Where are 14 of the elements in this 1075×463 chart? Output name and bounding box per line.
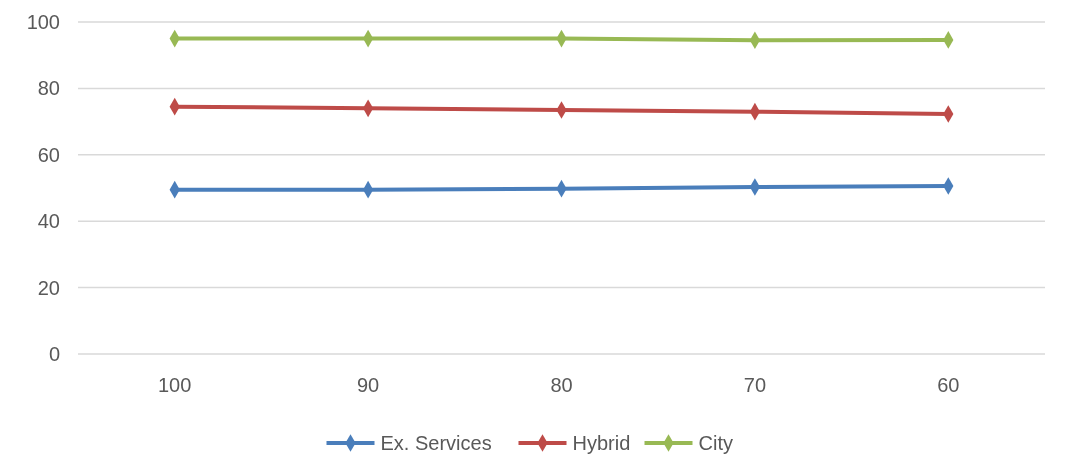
x-tick-label: 70: [743, 374, 767, 396]
y-tick-label: 20: [37, 276, 60, 299]
y-tick-label: 60: [37, 143, 60, 166]
y-tick-label: 40: [37, 210, 60, 233]
y-tick-label: 80: [37, 77, 60, 100]
legend-label: Hybrid: [572, 432, 631, 454]
legend-label: City: [698, 432, 733, 454]
x-tick-label: 100: [158, 374, 192, 396]
y-tick-label: 0: [48, 343, 60, 365]
y-tick-label: 100: [26, 11, 60, 33]
x-tick-label: 60: [937, 374, 960, 396]
x-tick-label: 90: [356, 374, 380, 396]
legend-label: Ex. Services: [380, 432, 492, 454]
x-tick-label: 80: [550, 374, 573, 396]
